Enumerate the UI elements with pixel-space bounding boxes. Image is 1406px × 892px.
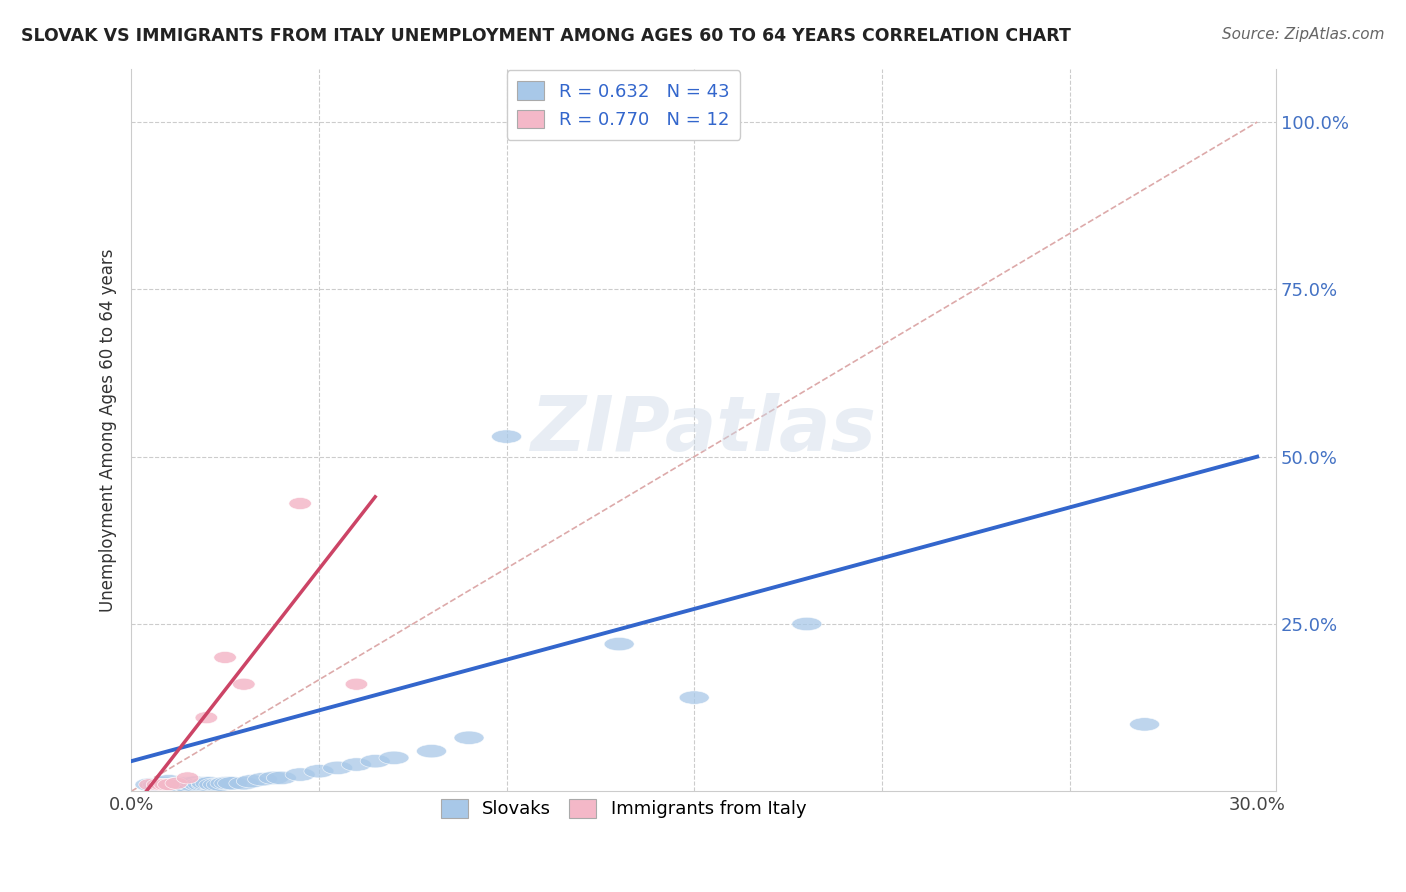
- Y-axis label: Unemployment Among Ages 60 to 64 years: Unemployment Among Ages 60 to 64 years: [100, 248, 117, 612]
- Ellipse shape: [492, 430, 522, 443]
- Ellipse shape: [139, 779, 162, 790]
- Ellipse shape: [153, 779, 176, 790]
- Ellipse shape: [157, 778, 187, 791]
- Ellipse shape: [288, 498, 311, 509]
- Ellipse shape: [173, 777, 202, 790]
- Ellipse shape: [247, 772, 277, 786]
- Ellipse shape: [679, 691, 709, 705]
- Ellipse shape: [180, 776, 209, 789]
- Ellipse shape: [236, 774, 266, 788]
- Ellipse shape: [266, 772, 297, 785]
- Ellipse shape: [146, 779, 169, 790]
- Ellipse shape: [416, 745, 447, 758]
- Ellipse shape: [214, 777, 243, 790]
- Ellipse shape: [605, 638, 634, 651]
- Ellipse shape: [285, 768, 315, 781]
- Ellipse shape: [218, 777, 247, 790]
- Ellipse shape: [380, 751, 409, 764]
- Ellipse shape: [322, 761, 353, 774]
- Ellipse shape: [165, 777, 187, 789]
- Ellipse shape: [360, 755, 391, 768]
- Ellipse shape: [454, 731, 484, 745]
- Ellipse shape: [153, 778, 184, 791]
- Ellipse shape: [195, 777, 225, 790]
- Ellipse shape: [157, 779, 180, 790]
- Ellipse shape: [198, 778, 229, 791]
- Ellipse shape: [153, 774, 184, 788]
- Ellipse shape: [346, 678, 368, 690]
- Legend: Slovaks, Immigrants from Italy: Slovaks, Immigrants from Italy: [433, 792, 814, 826]
- Ellipse shape: [173, 780, 202, 793]
- Ellipse shape: [165, 777, 195, 790]
- Ellipse shape: [207, 778, 236, 791]
- Ellipse shape: [162, 778, 191, 791]
- Text: Source: ZipAtlas.com: Source: ZipAtlas.com: [1222, 27, 1385, 42]
- Ellipse shape: [142, 778, 173, 791]
- Ellipse shape: [191, 777, 221, 790]
- Ellipse shape: [150, 777, 180, 790]
- Text: ZIPatlas: ZIPatlas: [530, 392, 876, 467]
- Ellipse shape: [169, 778, 198, 791]
- Ellipse shape: [176, 778, 207, 791]
- Ellipse shape: [259, 772, 288, 785]
- Ellipse shape: [1129, 718, 1160, 731]
- Ellipse shape: [195, 712, 218, 723]
- Ellipse shape: [792, 617, 823, 631]
- Ellipse shape: [229, 777, 259, 790]
- Ellipse shape: [135, 778, 165, 791]
- Ellipse shape: [304, 764, 333, 778]
- Text: SLOVAK VS IMMIGRANTS FROM ITALY UNEMPLOYMENT AMONG AGES 60 TO 64 YEARS CORRELATI: SLOVAK VS IMMIGRANTS FROM ITALY UNEMPLOY…: [21, 27, 1071, 45]
- Ellipse shape: [214, 651, 236, 664]
- Ellipse shape: [187, 778, 218, 791]
- Ellipse shape: [146, 780, 176, 793]
- Ellipse shape: [191, 778, 221, 791]
- Ellipse shape: [150, 779, 173, 790]
- Ellipse shape: [176, 772, 198, 784]
- Ellipse shape: [342, 758, 371, 772]
- Ellipse shape: [209, 777, 240, 790]
- Ellipse shape: [232, 678, 254, 690]
- Ellipse shape: [184, 778, 214, 791]
- Ellipse shape: [202, 778, 232, 791]
